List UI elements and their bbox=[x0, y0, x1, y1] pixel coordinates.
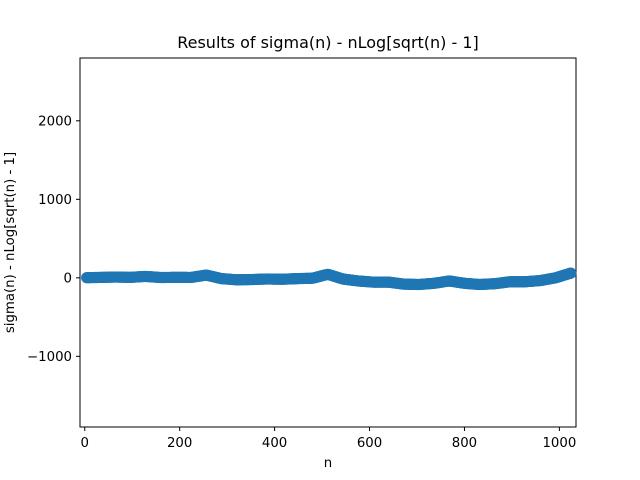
y-axis-ticks: −1000 0 1000 2000 bbox=[27, 114, 80, 365]
x-tick-label: 0 bbox=[81, 436, 89, 451]
x-tick-label: 1000 bbox=[542, 436, 576, 451]
x-tick-label: 800 bbox=[452, 436, 477, 451]
chart-title: Results of sigma(n) - nLog[sqrt(n) - 1] bbox=[177, 33, 479, 52]
y-tick-label: 1000 bbox=[38, 193, 72, 208]
x-tick-label: 200 bbox=[167, 436, 192, 451]
x-tick-label: 600 bbox=[357, 436, 382, 451]
data-points bbox=[81, 267, 577, 291]
y-axis-label: sigma(n) - nLog[sqrt(n) - 1] bbox=[3, 152, 18, 333]
data-point bbox=[565, 267, 577, 279]
plot-area bbox=[79, 57, 577, 428]
y-tick-label: 0 bbox=[64, 271, 72, 286]
data-point-cloud bbox=[81, 267, 577, 291]
y-tick-label: 2000 bbox=[38, 114, 72, 129]
x-tick-label: 400 bbox=[262, 436, 287, 451]
y-tick-label: −1000 bbox=[27, 350, 72, 365]
x-axis-label: n bbox=[324, 456, 332, 471]
x-axis-ticks: 0 200 400 600 800 1000 bbox=[81, 427, 576, 451]
